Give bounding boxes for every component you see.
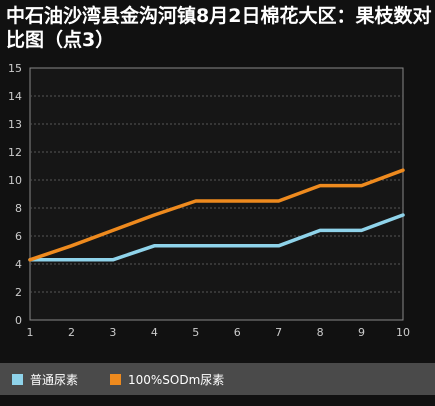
- y-tick-label: 10: [8, 174, 22, 187]
- plot-area: [29, 67, 404, 321]
- x-tick-label: 4: [151, 326, 158, 339]
- x-tick-label: 6: [234, 326, 241, 339]
- y-tick-label: 13: [8, 118, 22, 131]
- x-tick-label: 8: [317, 326, 324, 339]
- y-tick-label: 15: [8, 62, 22, 75]
- y-tick-label: 8: [15, 202, 22, 215]
- x-tick-label: 9: [358, 326, 365, 339]
- legend-item-series-2[interactable]: 100%SODm尿素: [110, 371, 224, 387]
- y-tick-label: 4: [15, 258, 22, 271]
- legend: 普通尿素 100%SODm尿素: [0, 363, 435, 395]
- x-tick-label: 10: [396, 326, 410, 339]
- x-tick-label: 7: [275, 326, 282, 339]
- y-tick-label: 12: [8, 146, 22, 159]
- x-tick-label: 1: [27, 326, 34, 339]
- legend-label-series-1: 普通尿素: [30, 372, 79, 387]
- legend-label-series-2: 100%SODm尿素: [128, 372, 225, 387]
- y-tick-label: 0: [15, 314, 22, 327]
- legend-swatch-series-1: [12, 373, 23, 385]
- x-tick-label: 3: [109, 326, 116, 339]
- chart-title: 中石油沙湾县金沟河镇8月2日棉花大区：果枝数对比图（点3）: [6, 5, 432, 51]
- y-tick-label: 14: [8, 90, 22, 103]
- y-tick-label: 2: [15, 286, 22, 299]
- legend-item-series-1[interactable]: 普通尿素: [12, 371, 78, 387]
- y-tick-label: 6: [15, 230, 22, 243]
- x-tick-label: 5: [192, 326, 199, 339]
- series-line-1: [28, 213, 405, 262]
- x-tick-label: 2: [68, 326, 75, 339]
- series-line-2: [28, 168, 405, 262]
- legend-swatch-series-2: [110, 373, 121, 385]
